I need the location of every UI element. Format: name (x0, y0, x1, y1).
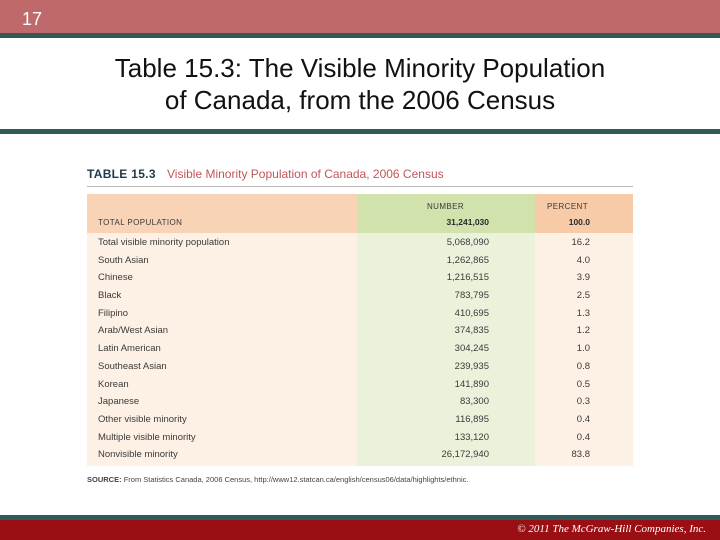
percent-column-background (535, 194, 633, 466)
table-heading: TABLE 15.3 Visible Minority Population o… (87, 165, 633, 185)
row-category: Multiple visible minority (98, 431, 196, 443)
slide-title-line-2: of Canada, from the 2006 Census (164, 85, 556, 115)
row-category: Latin American (98, 343, 161, 355)
row-number: 141,890 (454, 378, 489, 390)
row-category: Korean (98, 378, 129, 390)
row-number: 83,300 (459, 396, 489, 408)
table-caption: Visible Minority Population of Canada, 2… (167, 167, 444, 181)
row-percent: 1.3 (576, 307, 590, 319)
total-population-percent: 100.0 (568, 217, 590, 227)
row-number: 1,216,515 (446, 272, 489, 284)
source-label: SOURCE: (87, 475, 122, 484)
percent-column-header: PERCENT (547, 202, 589, 211)
table-label: TABLE 15.3 (87, 167, 156, 181)
table-row: Filipino 410,695 1.3 (87, 305, 633, 323)
source-text: From Statistics Canada, 2006 Census, htt… (123, 475, 469, 484)
top-divider (0, 33, 720, 38)
table-row: South Asian 1,262,865 4.0 (87, 252, 633, 270)
number-column-background (357, 194, 535, 466)
number-header-background (357, 194, 535, 233)
row-number: 783,795 (454, 290, 489, 302)
slide-number: 17 (22, 9, 43, 29)
row-percent: 1.0 (576, 343, 590, 355)
row-percent: 0.5 (576, 378, 590, 390)
table-row: Arab/West Asian 374,835 1.2 (87, 322, 633, 340)
row-percent: 4.0 (576, 254, 590, 266)
row-number: 133,120 (454, 431, 489, 443)
row-percent: 0.4 (576, 431, 590, 443)
top-header-bar (0, 0, 720, 33)
footer-bar (0, 520, 720, 540)
table-source: SOURCE: From Statistics Canada, 2006 Cen… (87, 475, 468, 484)
row-percent: 83.8 (571, 449, 591, 461)
table-row: Other visible minority 116,895 0.4 (87, 411, 633, 429)
table-row: Latin American 304,245 1.0 (87, 340, 633, 358)
table-row: Black 783,795 2.5 (87, 287, 633, 305)
table-row: Nonvisible minority 26,172,940 83.8 (87, 446, 633, 464)
footer-divider (0, 515, 720, 520)
table-heading-rule (87, 186, 633, 187)
row-percent: 0.8 (576, 360, 590, 372)
row-category: Nonvisible minority (98, 449, 178, 461)
total-population-number: 31,241,030 (446, 217, 489, 227)
table-row: Total visible minority population 5,068,0… (87, 234, 633, 252)
row-category: Chinese (98, 272, 133, 284)
slide-title-line-1: Table 15.3: The Visible Minority Populat… (114, 53, 606, 83)
copyright-notice: © 2011 The McGraw-Hill Companies, Inc. (517, 523, 706, 535)
table-row: Chinese 1,216,515 3.9 (87, 269, 633, 287)
row-category: Japanese (98, 396, 140, 408)
row-number: 26,172,940 (441, 449, 489, 461)
row-number: 374,835 (454, 325, 489, 337)
slide-title: Table 15.3: The Visible Minority Populat… (60, 52, 660, 116)
row-percent: 0.3 (576, 396, 590, 408)
row-category: Total visible minority population (98, 237, 230, 248)
data-table: NUMBER PERCENT TOTAL POPULATION 31,241,0… (87, 194, 633, 466)
row-percent: 2.5 (576, 290, 590, 302)
row-percent: 16.2 (571, 237, 591, 248)
row-number: 5,068,090 (446, 237, 489, 248)
row-category: Filipino (98, 307, 129, 319)
row-number: 410,695 (454, 307, 489, 319)
row-number: 1,262,865 (446, 254, 489, 266)
row-percent: 3.9 (576, 272, 590, 284)
table-row: Multiple visible minority 133,120 0.4 (87, 429, 633, 447)
row-percent: 1.2 (576, 325, 590, 337)
row-percent: 0.4 (576, 413, 590, 425)
row-category: Black (98, 290, 122, 302)
row-number: 116,895 (455, 413, 489, 425)
table-body: Total visible minority population 5,068,0… (87, 234, 633, 464)
table-row: Southeast Asian 239,935 0.8 (87, 358, 633, 376)
row-number: 239,935 (454, 360, 489, 372)
number-column-header: NUMBER (427, 202, 465, 211)
percent-header-background (535, 194, 633, 233)
row-category: Arab/West Asian (98, 325, 169, 337)
total-population-label: TOTAL POPULATION (98, 218, 183, 227)
row-category: Southeast Asian (98, 360, 167, 372)
title-divider (0, 129, 720, 134)
table-row: Japanese 83,300 0.3 (87, 393, 633, 411)
row-number: 304,245 (454, 343, 489, 355)
row-category: South Asian (98, 254, 149, 266)
table-row: Korean 141,890 0.5 (87, 376, 633, 394)
row-category: Other visible minority (98, 413, 187, 425)
